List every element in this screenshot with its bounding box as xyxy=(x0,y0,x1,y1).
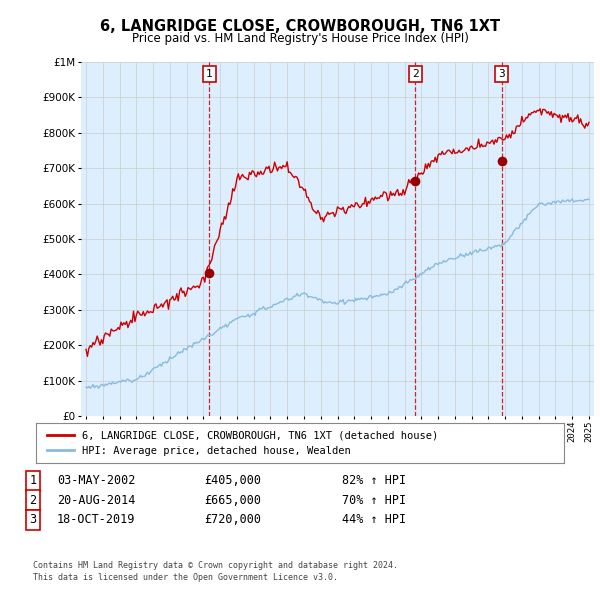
Text: Price paid vs. HM Land Registry's House Price Index (HPI): Price paid vs. HM Land Registry's House … xyxy=(131,32,469,45)
Text: £720,000: £720,000 xyxy=(204,513,261,526)
Text: 3: 3 xyxy=(498,70,505,79)
Text: 6, LANGRIDGE CLOSE, CROWBOROUGH, TN6 1XT: 6, LANGRIDGE CLOSE, CROWBOROUGH, TN6 1XT xyxy=(100,19,500,34)
Text: Contains HM Land Registry data © Crown copyright and database right 2024.: Contains HM Land Registry data © Crown c… xyxy=(33,561,398,570)
Text: 2: 2 xyxy=(29,494,37,507)
Text: 2: 2 xyxy=(412,70,418,79)
Text: 20-AUG-2014: 20-AUG-2014 xyxy=(57,494,136,507)
Text: 1: 1 xyxy=(29,474,37,487)
Text: 82% ↑ HPI: 82% ↑ HPI xyxy=(342,474,406,487)
Text: £405,000: £405,000 xyxy=(204,474,261,487)
Text: This data is licensed under the Open Government Licence v3.0.: This data is licensed under the Open Gov… xyxy=(33,573,338,582)
Text: 18-OCT-2019: 18-OCT-2019 xyxy=(57,513,136,526)
Text: 70% ↑ HPI: 70% ↑ HPI xyxy=(342,494,406,507)
Text: 3: 3 xyxy=(29,513,37,526)
Text: £665,000: £665,000 xyxy=(204,494,261,507)
Text: 1: 1 xyxy=(206,70,212,79)
Text: 44% ↑ HPI: 44% ↑ HPI xyxy=(342,513,406,526)
Text: 03-MAY-2002: 03-MAY-2002 xyxy=(57,474,136,487)
Legend: 6, LANGRIDGE CLOSE, CROWBOROUGH, TN6 1XT (detached house), HPI: Average price, d: 6, LANGRIDGE CLOSE, CROWBOROUGH, TN6 1XT… xyxy=(41,424,445,462)
